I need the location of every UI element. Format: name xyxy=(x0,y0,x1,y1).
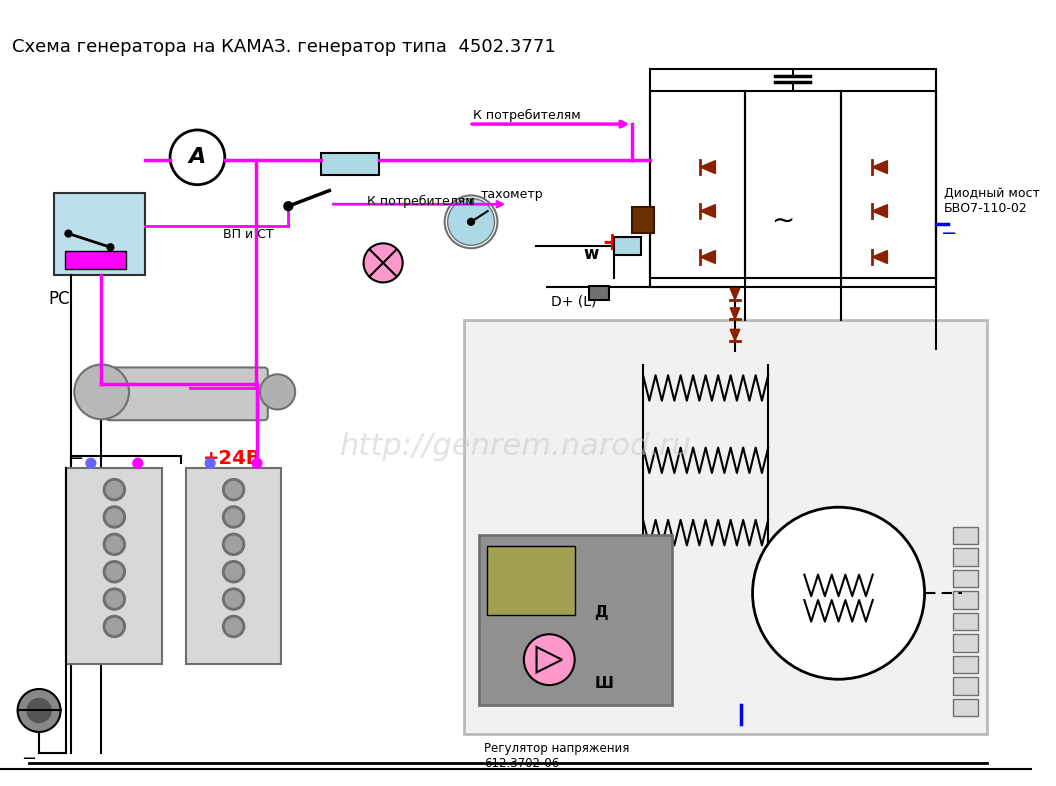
Polygon shape xyxy=(700,251,715,263)
Circle shape xyxy=(107,244,114,251)
Text: К потребителям: К потребителям xyxy=(366,194,474,208)
Bar xyxy=(649,69,937,288)
Bar xyxy=(953,591,978,609)
Circle shape xyxy=(102,478,126,501)
Bar xyxy=(953,613,978,630)
Polygon shape xyxy=(872,160,887,174)
Bar xyxy=(953,549,978,566)
Circle shape xyxy=(225,481,243,498)
Bar xyxy=(54,193,145,274)
Circle shape xyxy=(102,587,126,611)
Bar xyxy=(465,320,987,734)
Polygon shape xyxy=(872,251,887,263)
Text: ∼: ∼ xyxy=(771,207,794,235)
Circle shape xyxy=(102,615,126,638)
Circle shape xyxy=(26,698,52,723)
Circle shape xyxy=(524,634,574,685)
Text: +: + xyxy=(601,230,622,255)
Text: Ш: Ш xyxy=(595,676,614,691)
Circle shape xyxy=(18,689,60,732)
Circle shape xyxy=(284,202,293,211)
Bar xyxy=(953,634,978,652)
Circle shape xyxy=(86,458,96,468)
Text: Регулятор напряжения
612.3702-06: Регулятор напряжения 612.3702-06 xyxy=(484,742,629,769)
Text: −: − xyxy=(21,750,37,768)
Circle shape xyxy=(65,230,72,237)
Bar xyxy=(953,678,978,695)
Bar xyxy=(186,468,282,663)
Circle shape xyxy=(205,458,215,468)
Circle shape xyxy=(106,563,124,581)
Circle shape xyxy=(106,481,124,498)
Circle shape xyxy=(363,244,402,282)
Circle shape xyxy=(445,196,497,248)
Polygon shape xyxy=(730,329,740,341)
Bar xyxy=(633,208,654,233)
Circle shape xyxy=(106,590,124,608)
Circle shape xyxy=(133,458,143,468)
Bar xyxy=(953,527,978,545)
Text: К потребителям: К потребителям xyxy=(473,108,581,122)
Text: тахометр: тахометр xyxy=(480,188,544,200)
Text: Диодный мост
БВО7-110-02: Диодный мост БВО7-110-02 xyxy=(944,186,1040,215)
Bar xyxy=(67,468,163,663)
Bar xyxy=(65,252,126,269)
Circle shape xyxy=(252,458,262,468)
Circle shape xyxy=(222,505,245,529)
Polygon shape xyxy=(730,308,740,319)
Text: −: − xyxy=(68,449,84,468)
Circle shape xyxy=(106,535,124,553)
Text: Д: Д xyxy=(595,605,607,620)
Text: ВП и СТ: ВП и СТ xyxy=(223,228,274,241)
Bar xyxy=(487,546,574,615)
Circle shape xyxy=(225,509,243,526)
Polygon shape xyxy=(700,204,715,218)
Bar xyxy=(478,534,673,704)
Text: A: A xyxy=(189,147,206,167)
Circle shape xyxy=(468,219,474,226)
Text: http://genrem.narod.ru: http://genrem.narod.ru xyxy=(340,432,692,461)
Circle shape xyxy=(225,590,243,608)
Bar xyxy=(953,570,978,587)
Polygon shape xyxy=(872,204,887,218)
Circle shape xyxy=(102,533,126,556)
Circle shape xyxy=(222,478,245,501)
Polygon shape xyxy=(700,160,715,174)
Polygon shape xyxy=(730,288,740,299)
Circle shape xyxy=(225,535,243,553)
Circle shape xyxy=(102,505,126,529)
Circle shape xyxy=(225,618,243,635)
Circle shape xyxy=(260,374,296,410)
Circle shape xyxy=(74,365,129,419)
Circle shape xyxy=(222,560,245,583)
Circle shape xyxy=(102,560,126,583)
Circle shape xyxy=(448,198,494,245)
Text: РС: РС xyxy=(49,290,71,308)
Text: −: − xyxy=(941,224,958,243)
Text: D+ (L): D+ (L) xyxy=(551,294,597,308)
Circle shape xyxy=(170,130,225,185)
Circle shape xyxy=(106,509,124,526)
Text: +24В: +24В xyxy=(204,449,262,468)
Bar xyxy=(589,286,609,300)
Circle shape xyxy=(753,507,925,679)
Circle shape xyxy=(225,563,243,581)
Circle shape xyxy=(222,615,245,638)
Bar xyxy=(321,153,379,175)
Circle shape xyxy=(106,618,124,635)
Circle shape xyxy=(222,533,245,556)
Text: w: w xyxy=(584,245,599,263)
Bar xyxy=(953,656,978,674)
Bar xyxy=(614,237,641,255)
Circle shape xyxy=(222,587,245,611)
Text: Схема генератора на КАМАЗ. генератор типа  4502.3771: Схема генератора на КАМАЗ. генератор тип… xyxy=(12,38,555,56)
FancyBboxPatch shape xyxy=(106,367,268,421)
Bar xyxy=(953,699,978,716)
